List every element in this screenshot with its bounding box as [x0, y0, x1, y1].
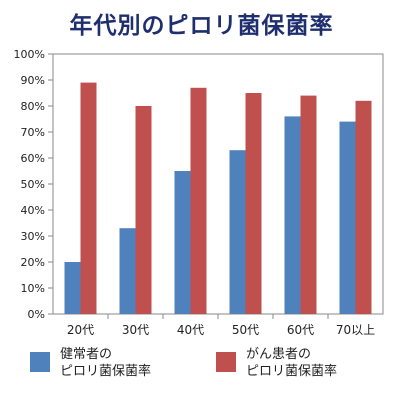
legend-label-healthy: 健常者の ピロリ菌保菌率: [60, 346, 151, 380]
y-tick-label: 100%: [14, 48, 45, 61]
y-tick-label: 50%: [21, 178, 45, 191]
x-tick-label: 50代: [232, 323, 259, 337]
legend-item-healthy: 健常者の ピロリ菌保菌率: [30, 346, 210, 386]
legend-label-healthy-line-2: ピロリ菌保菌率: [60, 364, 152, 379]
legend-label-cancer-line-2: ピロリ菌保菌率: [246, 364, 338, 379]
y-tick-label: 70%: [21, 126, 45, 139]
bar-series-2: [245, 93, 262, 314]
x-tick-label: 30代: [122, 323, 149, 337]
y-tick-label: 30%: [21, 230, 45, 243]
bar-series-2: [300, 95, 317, 314]
y-tick-label: 60%: [21, 152, 45, 165]
x-tick-label: 70以上: [336, 323, 375, 337]
bar-series-2: [135, 106, 152, 314]
bar-series-2: [190, 87, 207, 314]
bar-series-2: [355, 100, 372, 314]
bar-series-1: [174, 171, 191, 314]
y-tick-label: 80%: [21, 100, 45, 113]
chart-title: 年代別のピロリ菌保菌率: [69, 13, 334, 39]
y-tick-label: 0%: [28, 308, 45, 321]
bar-series-1: [119, 228, 136, 314]
legend-swatch-cancer: [216, 352, 236, 372]
legend-label-cancer: がん患者の ピロリ菌保菌率: [246, 346, 337, 380]
x-tick-label: 40代: [177, 323, 204, 337]
bar-series-1: [64, 262, 81, 314]
bar-series-1: [339, 121, 356, 314]
y-tick-label: 10%: [21, 282, 45, 295]
y-tick-label: 90%: [21, 74, 45, 87]
y-tick-label: 40%: [21, 204, 45, 217]
plot-area-border: [52, 53, 384, 315]
y-tick-label: 20%: [21, 256, 45, 269]
bar-series-1: [229, 150, 246, 314]
legend-label-healthy-line-1: 健常者の: [60, 347, 113, 362]
legend-swatch-healthy: [30, 352, 50, 372]
x-tick-label: 20代: [67, 323, 94, 337]
bar-series-2: [80, 82, 97, 314]
bar-series-1: [284, 116, 301, 315]
x-tick-label: 60代: [287, 323, 314, 337]
legend-item-cancer: がん患者の ピロリ菌保菌率: [216, 346, 396, 386]
legend-label-cancer-line-1: がん患者の: [246, 347, 312, 362]
